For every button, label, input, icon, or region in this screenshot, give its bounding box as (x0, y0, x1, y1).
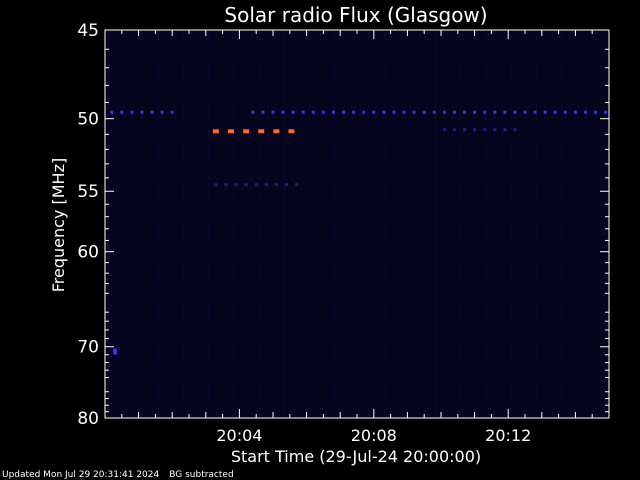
mark (321, 110, 325, 114)
x-tick-label: 20:08 (351, 426, 397, 445)
mark (301, 110, 305, 114)
mark (452, 128, 456, 132)
mark (463, 128, 467, 132)
mark (228, 129, 234, 134)
mark (120, 110, 124, 114)
mark (352, 110, 356, 114)
mark (412, 110, 416, 114)
mark (604, 110, 608, 114)
chart-title: Solar radio Flux (Glasgow) (224, 3, 487, 27)
mark (288, 129, 295, 134)
mark (273, 129, 280, 134)
mark (543, 110, 547, 114)
mark (563, 110, 567, 114)
mark (452, 110, 456, 114)
faint-band-2 (442, 128, 517, 132)
mark (503, 128, 507, 132)
mark (473, 128, 477, 132)
mark (392, 110, 396, 114)
mark (170, 110, 174, 114)
mark (483, 128, 487, 132)
mark (493, 128, 497, 132)
mark (140, 110, 144, 114)
mark (342, 110, 346, 114)
y-tick-label: 45 (77, 21, 99, 41)
plot-background (105, 30, 609, 418)
mark (513, 128, 517, 132)
mark (295, 183, 299, 187)
y-tick-label: 60 (77, 243, 99, 263)
mark (234, 183, 238, 187)
x-axis-label: Start Time (29-Jul-24 20:00:00) (231, 447, 481, 466)
mark (382, 110, 386, 114)
y-tick-label: 50 (77, 110, 99, 130)
mark (150, 110, 154, 114)
y-axis-label: Frequency [MHz] (49, 158, 68, 292)
updated-timestamp: Updated Mon Jul 29 20:31:41 2024 (2, 470, 160, 480)
mark (331, 110, 335, 114)
burst-band (212, 129, 295, 134)
y-tick-label: 70 (77, 338, 99, 358)
x-tick-label: 20:12 (485, 426, 531, 445)
x-tick-label: 20:04 (216, 426, 262, 445)
mark (130, 110, 134, 114)
mark (214, 183, 218, 187)
mark (160, 110, 164, 114)
mark (274, 183, 278, 187)
mark (244, 183, 248, 187)
spectrogram-features (110, 110, 608, 355)
mark (224, 183, 228, 187)
background-streaks (107, 34, 605, 416)
mark (523, 110, 527, 114)
mark (291, 110, 295, 114)
interference-band (110, 110, 608, 114)
mark (442, 128, 446, 132)
mark (533, 110, 537, 114)
mark (113, 348, 118, 355)
mark (513, 110, 517, 114)
mark (493, 110, 497, 114)
mark (573, 110, 577, 114)
footer: Updated Mon Jul 29 20:31:41 2024 BG subtr… (2, 470, 244, 480)
axes: 45 50 55 60 70 80 20:04 20:08 20:12 (77, 21, 610, 445)
y-tick-label: 55 (77, 182, 99, 202)
mark (362, 110, 366, 114)
mark (271, 110, 275, 114)
mark (281, 110, 285, 114)
mark (372, 110, 376, 114)
mark (483, 110, 487, 114)
mark (422, 110, 426, 114)
spot (113, 348, 118, 355)
mark (553, 110, 557, 114)
y-tick-label: 80 (77, 409, 99, 429)
background-note: BG subtracted (169, 470, 234, 480)
mark (212, 129, 219, 134)
faint-band (214, 183, 299, 187)
mark (463, 110, 467, 114)
mark (473, 110, 477, 114)
mark (432, 110, 436, 114)
mark (583, 110, 587, 114)
mark (110, 110, 114, 114)
mark (251, 110, 255, 114)
mark (284, 183, 288, 187)
mark (264, 183, 268, 187)
mark (503, 110, 507, 114)
mark (402, 110, 406, 114)
plot-area (105, 30, 609, 418)
mark (594, 110, 598, 114)
mark (254, 183, 258, 187)
mark (258, 129, 265, 134)
mark (261, 110, 265, 114)
mark (243, 129, 250, 134)
mark (311, 110, 315, 114)
mark (442, 110, 446, 114)
